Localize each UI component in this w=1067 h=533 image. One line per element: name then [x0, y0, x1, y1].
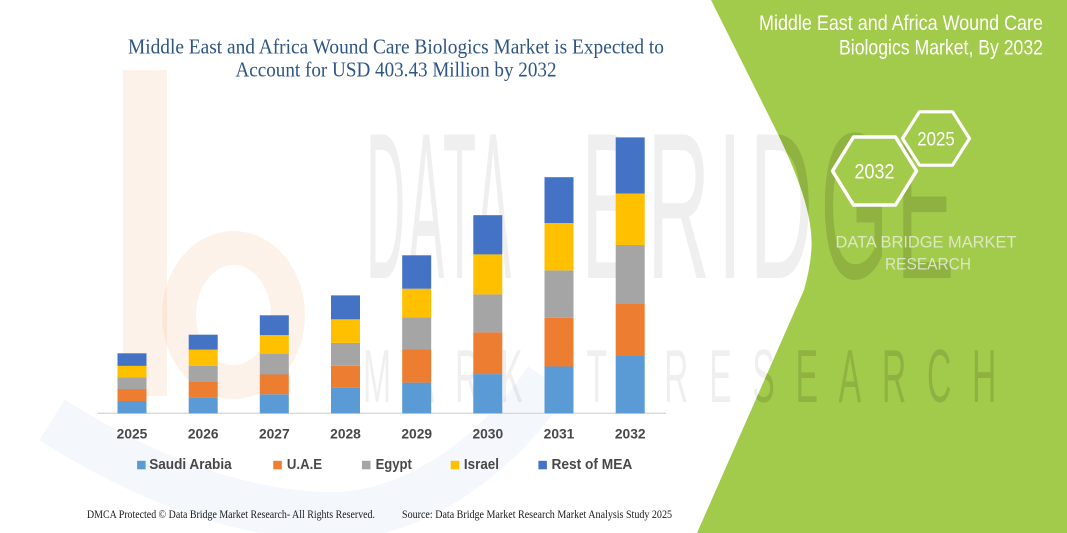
svg-text:2029: 2029 [401, 427, 432, 442]
svg-text:2032: 2032 [855, 161, 895, 184]
svg-text:2025: 2025 [917, 129, 955, 151]
svg-text:Rest of MEA: Rest of MEA [552, 457, 633, 473]
svg-text:Israel: Israel [464, 457, 499, 473]
svg-text:DATA BRIDGE MARKET: DATA BRIDGE MARKET [836, 234, 1017, 252]
svg-text:U.A.E: U.A.E [287, 457, 322, 473]
svg-text:2030: 2030 [472, 427, 503, 442]
svg-text:2031: 2031 [544, 427, 575, 442]
svg-text:DMCA Protected © Data Bridge M: DMCA Protected © Data Bridge Market Rese… [87, 509, 375, 521]
svg-text:2032: 2032 [615, 427, 646, 442]
svg-text:Saudi Arabia: Saudi Arabia [149, 457, 232, 473]
svg-text:2025: 2025 [117, 427, 148, 442]
svg-text:2027: 2027 [259, 427, 290, 442]
svg-text:2026: 2026 [188, 427, 219, 442]
svg-text:Middle East and Africa Wound C: Middle East and Africa Wound Care [759, 11, 1043, 35]
svg-text:RESEARCH: RESEARCH [885, 256, 971, 274]
svg-text:2028: 2028 [330, 427, 361, 442]
svg-text:Source: Data Bridge Market Res: Source: Data Bridge Market Research Mark… [402, 509, 672, 521]
svg-text:Egypt: Egypt [376, 457, 412, 473]
svg-text:Account for USD 403.43 Million: Account for USD 403.43 Million by 2032 [236, 58, 557, 82]
svg-text:Middle East and Africa Wound C: Middle East and Africa Wound Care Biolog… [128, 35, 664, 59]
svg-text:Biologics Market, By 2032: Biologics Market, By 2032 [839, 35, 1043, 59]
